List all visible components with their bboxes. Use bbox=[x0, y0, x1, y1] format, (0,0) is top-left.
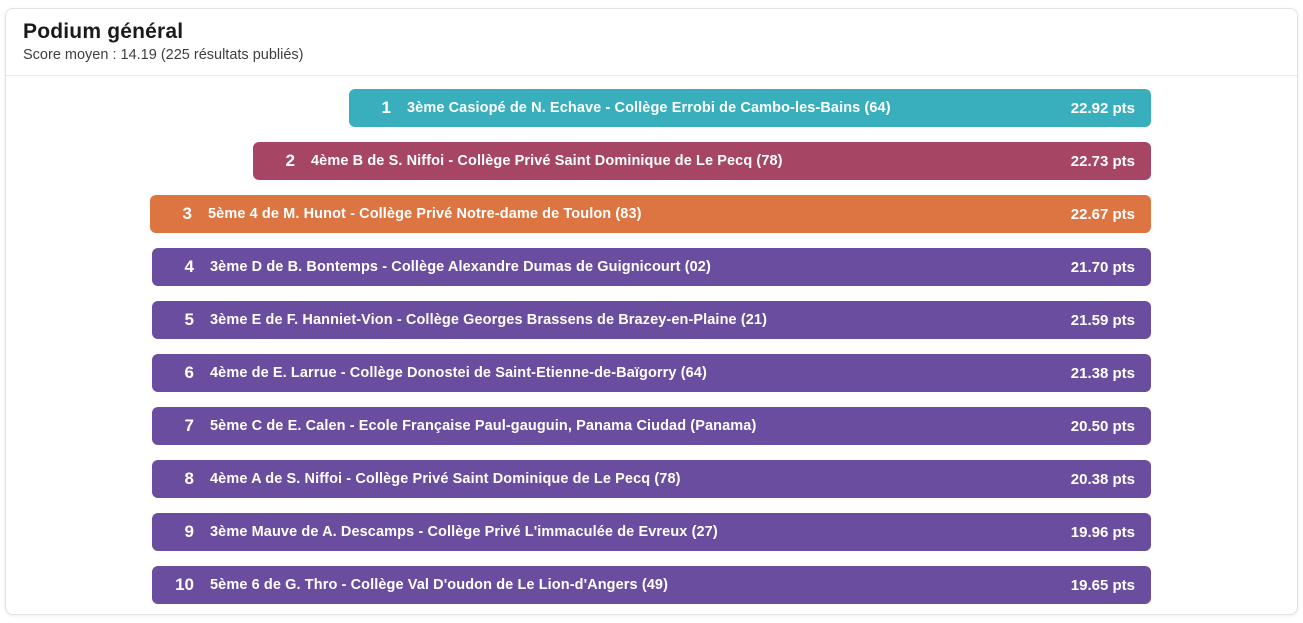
rank-number: 7 bbox=[184, 416, 194, 435]
average-score-text: Score moyen : 14.19 (225 résultats publi… bbox=[23, 47, 304, 63]
rank-number: 1 bbox=[381, 98, 391, 117]
rank-number: 3 bbox=[182, 204, 192, 223]
score-value: 21.59 pts bbox=[1070, 311, 1135, 329]
class-label: 3ème E de F. Hanniet-Vion - Collège Geor… bbox=[210, 312, 768, 328]
podium-bar-rank-6: 6 4ème de E. Larrue - Collège Donostei de… bbox=[152, 354, 1151, 392]
podium-bar-rank-9: 9 3ème Mauve de A. Descamps - Collège Pri… bbox=[152, 513, 1151, 551]
class-label: 5ème 4 de M. Hunot - Collège Privé Notre… bbox=[208, 206, 642, 222]
score-value: 19.65 pts bbox=[1070, 576, 1135, 594]
podium-bar-rank-5: 5 3ème E de F. Hanniet-Vion - Collège Geo… bbox=[152, 301, 1151, 339]
score-value: 22.73 pts bbox=[1070, 152, 1135, 170]
class-label: 4ème de E. Larrue - Collège Donostei de … bbox=[210, 365, 707, 381]
podium-bar-rank-4: 4 3ème D de B. Bontemps - Collège Alexand… bbox=[152, 248, 1151, 286]
score-value: 21.70 pts bbox=[1070, 258, 1135, 276]
podium-bar-rank-8: 8 4ème A de S. Niffoi - Collège Privé Sai… bbox=[152, 460, 1151, 498]
class-label: 3ème D de B. Bontemps - Collège Alexandr… bbox=[210, 259, 711, 275]
rank-number: 4 bbox=[184, 257, 194, 276]
podium-bar-rank-2: 2 4ème B de S. Niffoi - Collège Privé Sai… bbox=[253, 142, 1151, 180]
podium-header: Podium général Score moyen : 14.19 (225 … bbox=[6, 9, 1297, 76]
class-label: 5ème C de E. Calen - Ecole Française Pau… bbox=[210, 418, 757, 434]
rank-number: 5 bbox=[184, 310, 194, 329]
score-value: 20.38 pts bbox=[1070, 470, 1135, 488]
rank-number: 6 bbox=[184, 363, 194, 382]
rank-number: 8 bbox=[184, 469, 194, 488]
page-title: Podium général bbox=[23, 20, 184, 43]
podium-card: Podium général Score moyen : 14.19 (225 … bbox=[5, 8, 1298, 615]
class-label: 4ème A de S. Niffoi - Collège Privé Sain… bbox=[210, 471, 681, 487]
class-label: 3ème Casiopé de N. Echave - Collège Erro… bbox=[407, 100, 891, 116]
score-value: 21.38 pts bbox=[1070, 364, 1135, 382]
podium-bar-rank-10: 10 5ème 6 de G. Thro - Collège Val D'oudo… bbox=[152, 566, 1151, 604]
score-value: 22.67 pts bbox=[1070, 205, 1135, 223]
class-label: 5ème 6 de G. Thro - Collège Val D'oudon … bbox=[210, 577, 669, 593]
podium-bar-rank-3: 3 5ème 4 de M. Hunot - Collège Privé Notr… bbox=[150, 195, 1151, 233]
podium-bar-rank-1: 1 3ème Casiopé de N. Echave - Collège Err… bbox=[349, 89, 1151, 127]
rank-number: 10 bbox=[175, 575, 194, 594]
podium-bar-rank-7: 7 5ème C de E. Calen - Ecole Française Pa… bbox=[152, 407, 1151, 445]
rank-number: 9 bbox=[184, 522, 194, 541]
podium-chart: 1 3ème Casiopé de N. Echave - Collège Err… bbox=[6, 76, 1297, 604]
score-value: 22.92 pts bbox=[1070, 99, 1135, 117]
score-value: 19.96 pts bbox=[1070, 523, 1135, 541]
class-label: 3ème Mauve de A. Descamps - Collège Priv… bbox=[210, 524, 718, 540]
score-value: 20.50 pts bbox=[1070, 417, 1135, 435]
class-label: 4ème B de S. Niffoi - Collège Privé Sain… bbox=[311, 153, 783, 169]
rank-number: 2 bbox=[285, 151, 295, 170]
